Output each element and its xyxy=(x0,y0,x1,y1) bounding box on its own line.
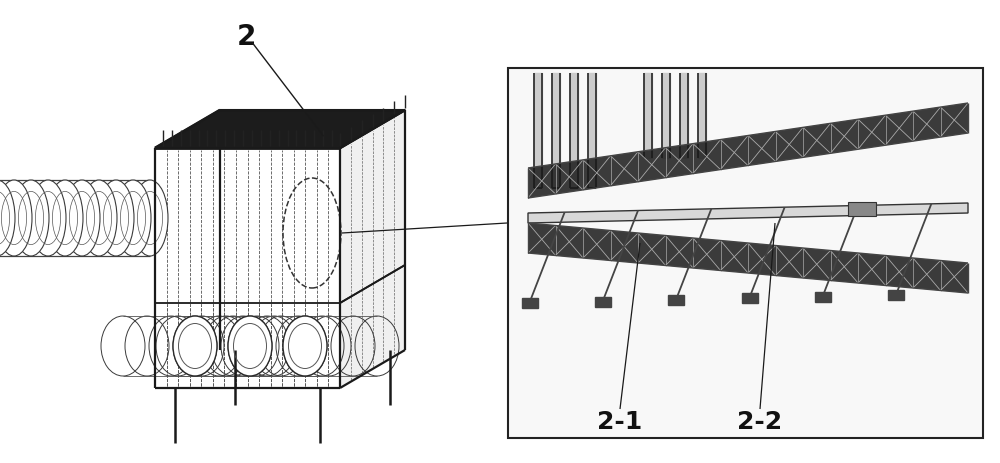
Ellipse shape xyxy=(0,181,32,257)
Polygon shape xyxy=(742,294,758,304)
Polygon shape xyxy=(570,74,578,188)
Polygon shape xyxy=(522,299,538,308)
Ellipse shape xyxy=(0,181,15,257)
Ellipse shape xyxy=(173,316,217,376)
Polygon shape xyxy=(888,290,904,300)
Ellipse shape xyxy=(81,181,117,257)
Polygon shape xyxy=(588,74,596,188)
Polygon shape xyxy=(668,295,684,305)
Polygon shape xyxy=(644,74,652,159)
Ellipse shape xyxy=(283,316,327,376)
Text: 2-1: 2-1 xyxy=(597,409,643,433)
Polygon shape xyxy=(340,111,405,388)
Polygon shape xyxy=(662,74,670,159)
Ellipse shape xyxy=(228,316,272,376)
Polygon shape xyxy=(552,74,560,188)
Polygon shape xyxy=(595,297,611,307)
Ellipse shape xyxy=(47,181,83,257)
Text: 2: 2 xyxy=(236,23,256,51)
Ellipse shape xyxy=(30,181,66,257)
Ellipse shape xyxy=(283,316,327,376)
Polygon shape xyxy=(680,74,688,159)
Bar xyxy=(848,203,876,217)
Polygon shape xyxy=(528,204,968,224)
Bar xyxy=(508,69,983,438)
Ellipse shape xyxy=(13,181,49,257)
Polygon shape xyxy=(534,74,542,188)
Ellipse shape xyxy=(173,316,217,376)
Ellipse shape xyxy=(132,181,168,257)
Polygon shape xyxy=(528,104,968,199)
Text: 2-2: 2-2 xyxy=(737,409,783,433)
Ellipse shape xyxy=(64,181,100,257)
Polygon shape xyxy=(155,111,405,149)
Ellipse shape xyxy=(228,316,272,376)
Ellipse shape xyxy=(115,181,151,257)
Polygon shape xyxy=(155,149,340,388)
Ellipse shape xyxy=(98,181,134,257)
Polygon shape xyxy=(815,292,831,302)
Polygon shape xyxy=(698,74,706,159)
Polygon shape xyxy=(528,224,968,294)
